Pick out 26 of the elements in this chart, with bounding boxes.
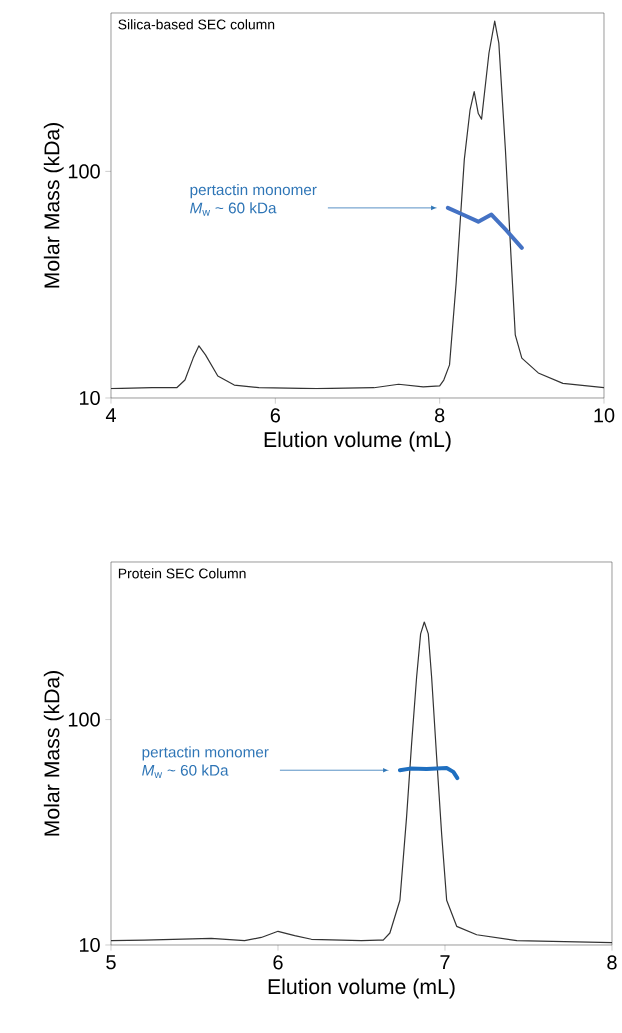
annotation: M$_{w}$ ~ 60 kDa <box>190 202 277 216</box>
line-series <box>445 205 524 250</box>
x-tick-label: 8 <box>607 955 617 970</box>
y-axis-title: Molar Mass (kDa) <box>43 123 64 288</box>
x-tick-label: 7 <box>440 955 450 970</box>
x-tick-label: 10 <box>594 408 615 423</box>
y-tick-label: 10 <box>80 937 100 953</box>
y-tick-label: 100 <box>68 712 100 727</box>
x-axis-title: Elution volume (mL) <box>264 431 451 452</box>
annotation: M$_{w}$ ~ 60 kDa <box>142 764 229 778</box>
annotation: pertactin monomer <box>190 183 317 199</box>
x-tick-label: 6 <box>270 408 281 423</box>
line-series <box>111 621 613 944</box>
y-tick-label: 10 <box>80 390 100 406</box>
x-tick-label: 4 <box>105 408 116 423</box>
x-tick-label: 6 <box>273 955 283 970</box>
x-tick-label: 5 <box>106 955 116 970</box>
y-axis-title: Molar Mass (kDa) <box>43 671 64 836</box>
annotation: pertactin monomer <box>142 746 269 761</box>
chart-title: Silica-based SEC column <box>118 19 275 30</box>
x-axis-title: Elution volume (mL) <box>268 978 455 999</box>
chart-title: Protein SEC Column <box>118 568 246 579</box>
y-tick-label: 100 <box>68 164 100 179</box>
x-tick-label: 8 <box>435 408 445 423</box>
line-series <box>397 765 460 781</box>
line-series <box>111 20 605 390</box>
